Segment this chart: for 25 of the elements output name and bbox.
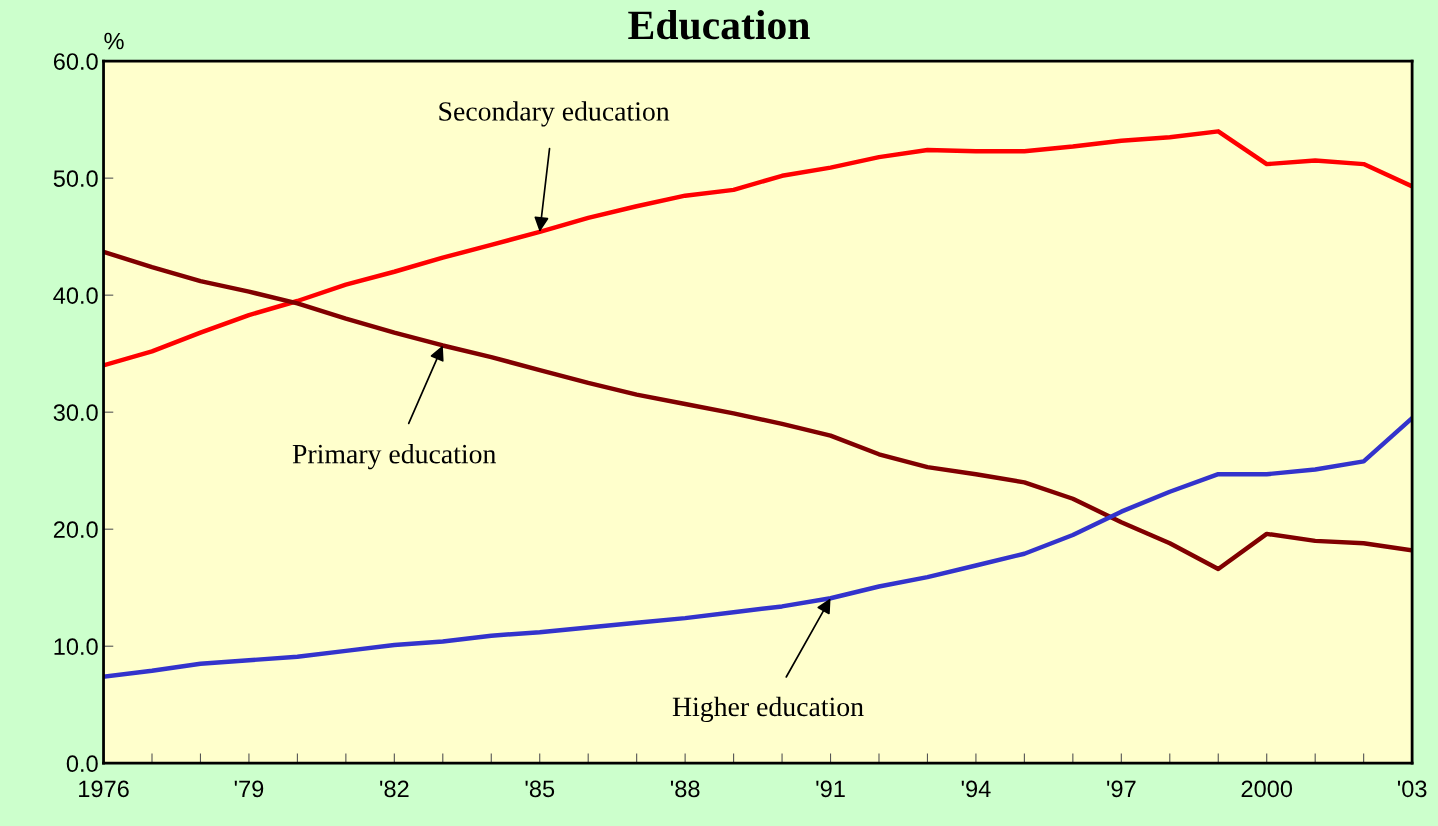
x-tick-label: 1976 (79, 780, 129, 798)
text: Higher education (672, 696, 864, 722)
x-tick-label: '97 (1107, 780, 1136, 798)
x-tick-label: '91 (816, 780, 845, 798)
line-series (103, 415, 1413, 679)
line-series (103, 129, 1413, 368)
x-tick-label: '79 (234, 780, 264, 798)
y-tick-label: 0.0 (66, 755, 98, 773)
text: Primary education (292, 443, 496, 470)
x-tick-label: 2000 (1241, 780, 1293, 798)
y-tick-label: 20.0 (53, 521, 98, 538)
line-series (103, 249, 1413, 572)
y-tick-label: 50.0 (53, 170, 98, 187)
y-tick-label: 40.0 (53, 287, 98, 304)
y-tick-label: 30.0 (53, 404, 98, 421)
text: Secondary education (439, 101, 670, 127)
x-tick-label: '82 (380, 780, 409, 798)
y-tick-label: 10.0 (54, 638, 98, 655)
x-tick-label: '88 (670, 780, 700, 798)
y-axis-title: % (104, 32, 124, 50)
x-tick-label: '03 (1397, 780, 1427, 798)
x-tick-label: '94 (961, 780, 991, 798)
y-tick-label: 60.0 (53, 53, 98, 70)
chart-title: Education (628, 10, 810, 40)
x-tick-label: '85 (525, 780, 555, 798)
